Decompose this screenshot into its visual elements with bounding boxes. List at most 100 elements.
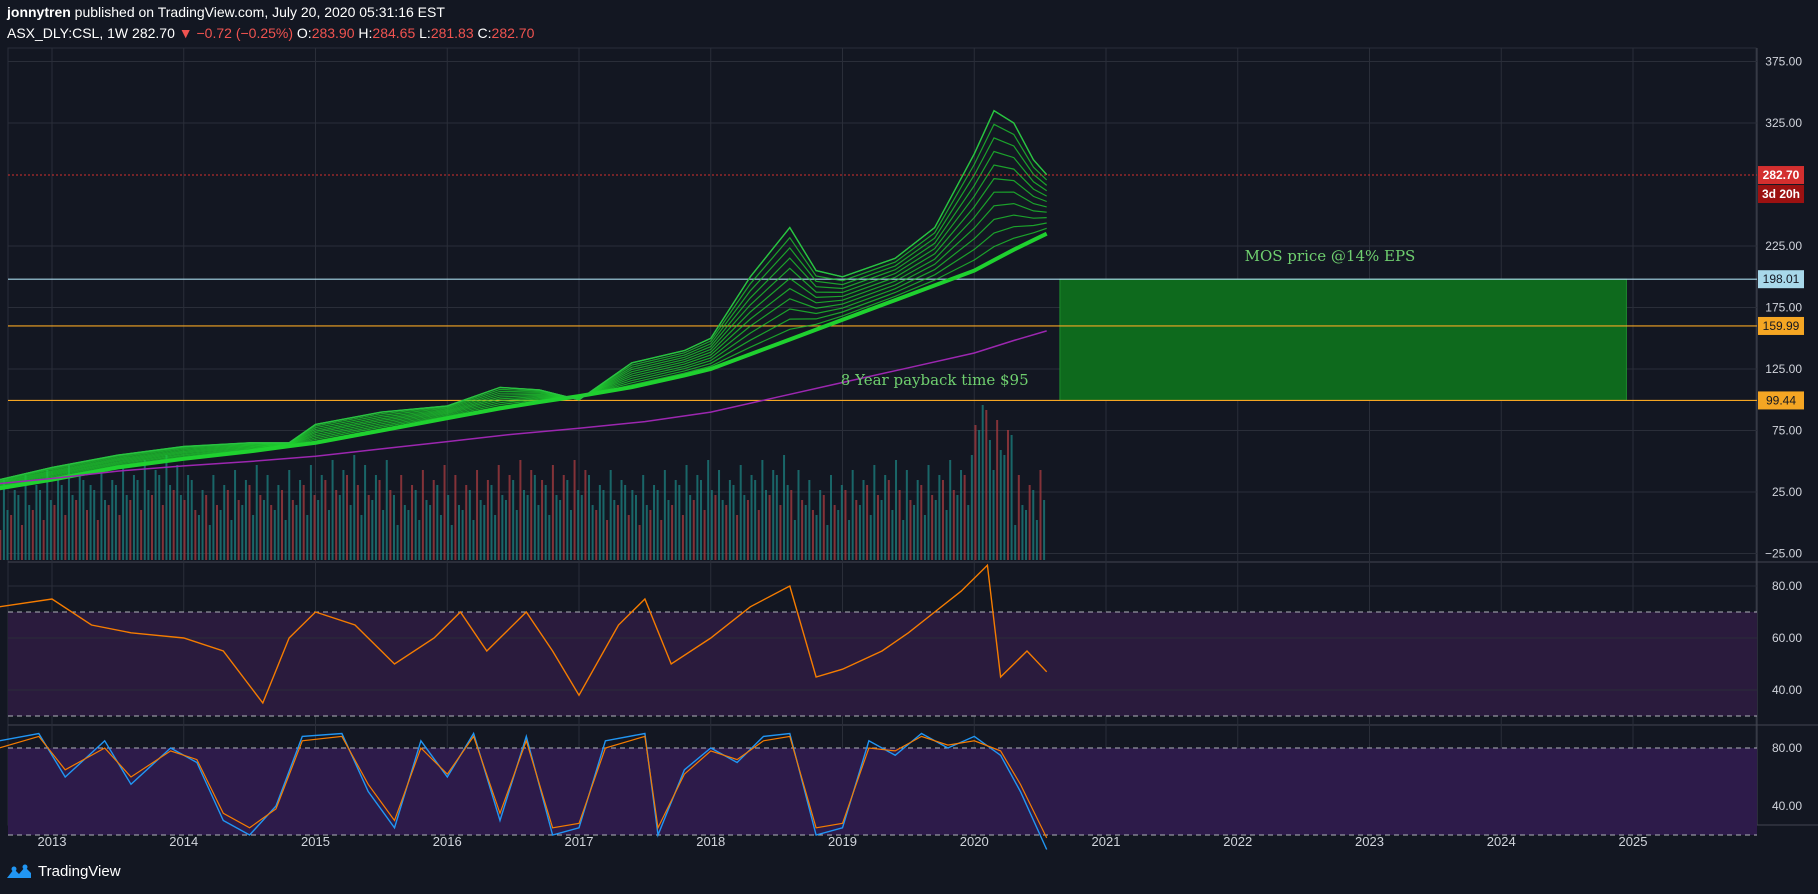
volume-bar (78, 475, 81, 560)
countdown-tag (1758, 185, 1804, 204)
volume-bar (790, 490, 793, 560)
volume-bar (519, 460, 522, 560)
ribbon-line (0, 191, 1047, 485)
ribbon-line (0, 177, 1047, 485)
volume-bar (490, 485, 493, 560)
volume-bar (797, 470, 800, 560)
volume-bar (353, 455, 356, 560)
ma-ribbon (0, 109, 1048, 491)
volume-bar (356, 485, 359, 560)
tradingview-branding[interactable]: TradingView (6, 863, 121, 880)
volume-bar (786, 485, 789, 560)
volume-bar (876, 495, 879, 560)
volume-bar (338, 495, 341, 560)
volume-bar (855, 500, 858, 560)
volume-bar (107, 505, 110, 560)
volume-bar (291, 500, 294, 560)
volume-bar (125, 495, 128, 560)
volume-bar (754, 480, 757, 560)
volume-bar (848, 520, 851, 560)
volume-bar (866, 485, 869, 560)
volume-bar (439, 515, 442, 560)
volume-bar (945, 510, 948, 560)
volume-bar (598, 485, 601, 560)
volume-bar (978, 430, 981, 560)
volume-bar (457, 505, 460, 560)
volume-bar (1021, 505, 1024, 560)
volume-bar (392, 495, 395, 560)
volume-bar (743, 495, 746, 560)
rsi-tick-label: 40.00 (1772, 683, 1802, 697)
volume-bar (436, 485, 439, 560)
volume-bar (1035, 520, 1038, 560)
volume-bar (956, 495, 959, 560)
volume-bar (609, 470, 612, 560)
volume-bar (281, 490, 284, 560)
y-tick-label: 125.00 (1765, 362, 1802, 376)
volume-bar (967, 505, 970, 560)
volume-bar (262, 500, 265, 560)
tradingview-logo-icon (7, 864, 31, 878)
ribbon-line (0, 202, 1047, 486)
volume-bar (24, 475, 27, 560)
volume-bar (537, 505, 540, 560)
volume-bar (898, 490, 901, 560)
volume-bar (212, 475, 215, 560)
volume-bar (327, 510, 330, 560)
volume-bar (13, 490, 16, 560)
volume-bar (35, 485, 38, 560)
volume-bar (230, 520, 233, 560)
volume-bar (266, 475, 269, 560)
ribbon-line (0, 164, 1047, 484)
volume-bar (447, 495, 450, 560)
stoch-d-line (0, 735, 1048, 839)
brand-label: TradingView (38, 863, 121, 880)
publish-info: jonnytren published on TradingView.com, … (7, 4, 445, 20)
ribbon-line (0, 137, 1048, 482)
symbol-label[interactable]: ASX_DLY:CSL, 1W (7, 25, 129, 41)
volume-bar (696, 475, 699, 560)
volume-bar (591, 505, 594, 560)
volume-bar (602, 490, 605, 560)
volume-bar (252, 515, 255, 560)
volume-bar (544, 485, 547, 560)
y-tick-label: 375.00 (1765, 55, 1802, 69)
volume-bar (891, 510, 894, 560)
volume-bar (486, 480, 489, 560)
volume-bar (371, 500, 374, 560)
volume-bar (42, 520, 45, 560)
volume-bar (259, 495, 262, 560)
volume-bar (963, 475, 966, 560)
author-name: jonnytren (7, 4, 71, 20)
volume-bar (653, 485, 656, 560)
volume-bar (631, 490, 634, 560)
volume-bar (559, 500, 562, 560)
volume-bar (844, 490, 847, 560)
volume-bar (512, 480, 515, 560)
volume-bar (472, 520, 475, 560)
volume-bar (880, 500, 883, 560)
x-tick-label: 2021 (1092, 834, 1121, 849)
volume-bar (403, 505, 406, 560)
rsi-band (8, 612, 1757, 716)
volume-bar (530, 470, 533, 560)
volume-bar (1014, 525, 1017, 560)
volume-bar (172, 490, 175, 560)
stoch-tick-label: 40.00 (1772, 799, 1802, 813)
y-tick-label: 75.00 (1772, 424, 1802, 438)
volume-bar (20, 525, 23, 560)
close-label: C: (477, 25, 492, 41)
volume-bar (302, 485, 305, 560)
x-tick-label: 2018 (696, 834, 725, 849)
volume-bar (606, 520, 609, 560)
volume-bar (663, 470, 666, 560)
volume-bar (1025, 510, 1028, 560)
volume-bar (985, 410, 988, 560)
open-label: O: (296, 25, 312, 41)
volume-bar (67, 465, 70, 560)
volume-bar (147, 490, 150, 560)
volume-bar (122, 465, 125, 560)
volume-bar (624, 485, 627, 560)
volume-bar (104, 500, 107, 560)
